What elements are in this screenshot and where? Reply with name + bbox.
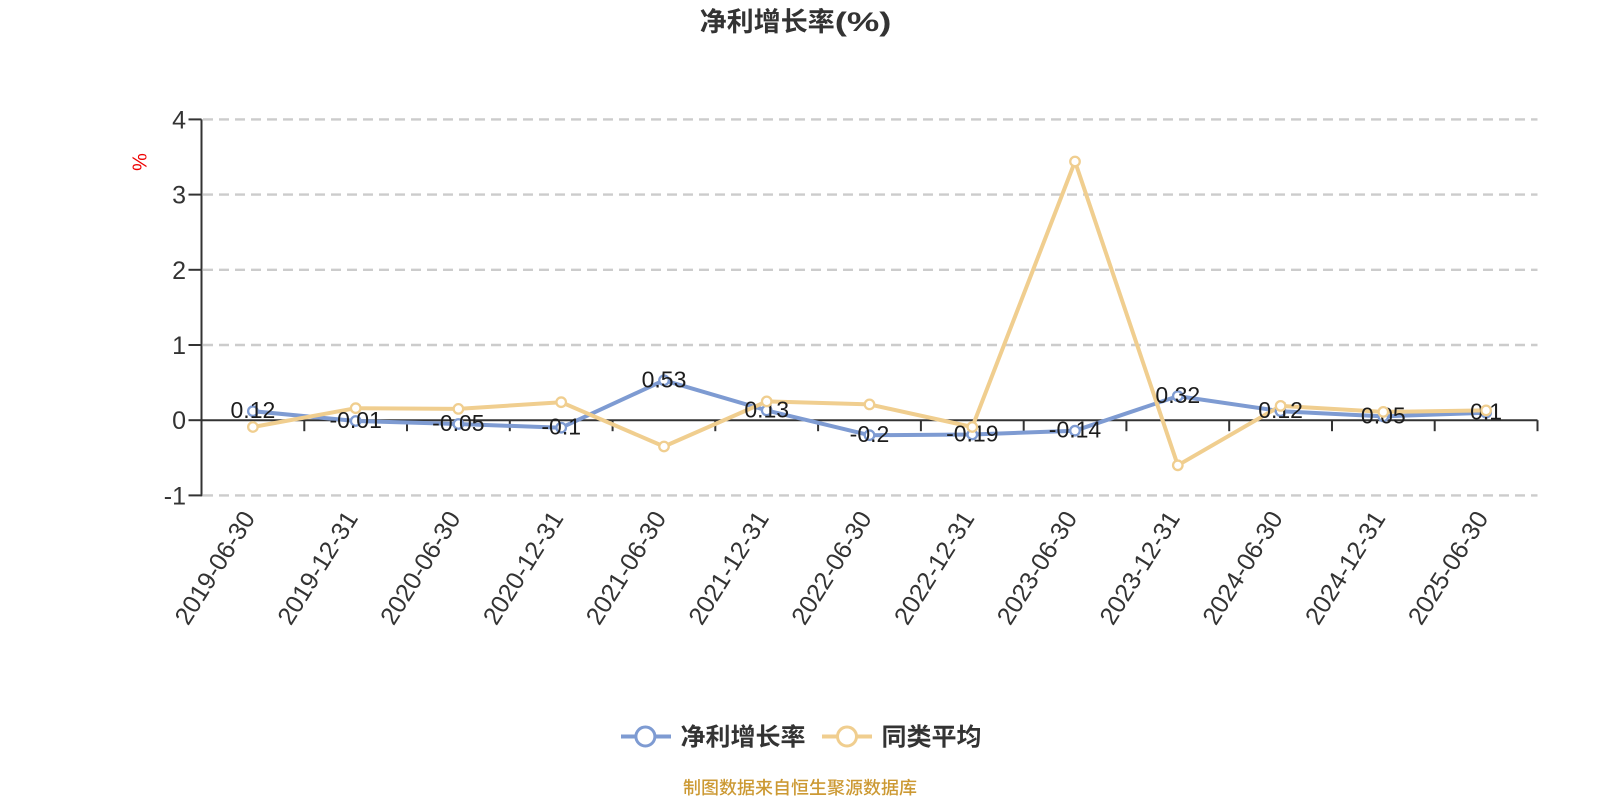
svg-text:3: 3 bbox=[172, 182, 186, 210]
svg-text:-0.2: -0.2 bbox=[850, 421, 890, 447]
svg-text:0.53: 0.53 bbox=[642, 366, 687, 392]
svg-text:0.12: 0.12 bbox=[231, 397, 276, 423]
svg-text:0: 0 bbox=[172, 407, 186, 435]
svg-text:0.32: 0.32 bbox=[1155, 382, 1200, 408]
svg-text:-0.14: -0.14 bbox=[1049, 417, 1102, 443]
svg-text:2: 2 bbox=[172, 257, 186, 285]
svg-text:%: % bbox=[128, 153, 150, 171]
svg-text:-1: -1 bbox=[164, 482, 186, 510]
svg-text:4: 4 bbox=[172, 106, 186, 134]
svg-text:(%): (%) bbox=[835, 7, 892, 37]
svg-text:1: 1 bbox=[172, 332, 186, 360]
svg-text:-0.1: -0.1 bbox=[541, 414, 581, 440]
